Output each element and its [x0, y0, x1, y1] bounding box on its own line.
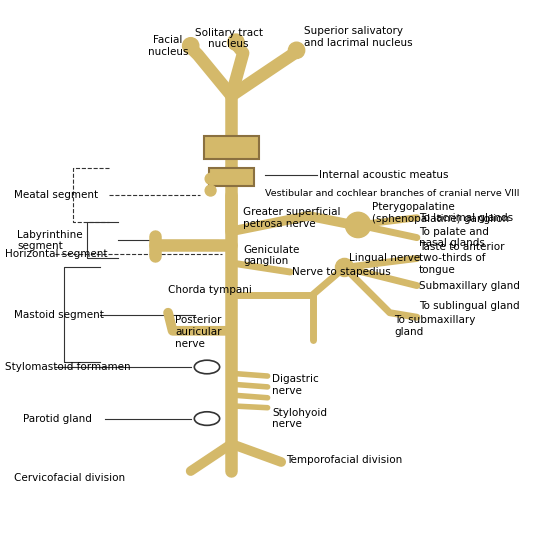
- Text: Meatal segment: Meatal segment: [14, 190, 99, 200]
- Text: Chorda tympani: Chorda tympani: [168, 285, 252, 295]
- Text: Mastoid segment: Mastoid segment: [14, 310, 104, 320]
- FancyBboxPatch shape: [204, 136, 259, 159]
- Circle shape: [205, 173, 216, 184]
- Text: To sublingual gland: To sublingual gland: [419, 301, 519, 311]
- Text: Horizontal segment: Horizontal segment: [5, 249, 107, 259]
- Text: Pterygopalatine
(sphenopalatine) ganglion: Pterygopalatine (sphenopalatine) ganglio…: [372, 203, 509, 224]
- Circle shape: [228, 34, 244, 50]
- Text: To lacrimal glands: To lacrimal glands: [419, 213, 513, 223]
- Text: Taste to anterior
two-thirds of
tongue: Taste to anterior two-thirds of tongue: [419, 242, 504, 275]
- Text: Digastric
nerve: Digastric nerve: [272, 374, 319, 396]
- Text: Vestibular and cochlear branches of cranial nerve VIII: Vestibular and cochlear branches of cran…: [265, 189, 520, 198]
- Text: Superior salivatory
and lacrimal nucleus: Superior salivatory and lacrimal nucleus: [304, 26, 412, 47]
- Text: To submaxillary
gland: To submaxillary gland: [394, 316, 476, 337]
- Text: Cervicofacial division: Cervicofacial division: [14, 473, 125, 483]
- Text: Nerve to stapedius: Nerve to stapedius: [292, 267, 391, 277]
- Text: Temporofacial division: Temporofacial division: [286, 455, 402, 465]
- Text: Internal acoustic meatus: Internal acoustic meatus: [319, 170, 449, 180]
- Text: Stylomastoid formamen: Stylomastoid formamen: [5, 362, 131, 372]
- Circle shape: [289, 42, 305, 59]
- Text: Facial
nucleus: Facial nucleus: [148, 35, 188, 56]
- Text: Greater superficial
petrosa nerve: Greater superficial petrosa nerve: [243, 207, 341, 229]
- Text: Stylohyoid
nerve: Stylohyoid nerve: [272, 408, 327, 429]
- Circle shape: [183, 38, 199, 54]
- Text: Solitary tract
nucleus: Solitary tract nucleus: [194, 28, 263, 50]
- Text: Posterior
auricular
nerve: Posterior auricular nerve: [175, 316, 222, 349]
- Text: Submaxillary gland: Submaxillary gland: [419, 281, 520, 292]
- Circle shape: [345, 212, 371, 238]
- Text: To palate and
nasal glands: To palate and nasal glands: [419, 227, 489, 248]
- Text: Lingual nerve: Lingual nerve: [349, 253, 420, 263]
- Text: Labyrinthine
segment: Labyrinthine segment: [17, 230, 83, 251]
- Circle shape: [336, 259, 353, 277]
- FancyBboxPatch shape: [209, 168, 254, 186]
- Text: Parotid gland: Parotid gland: [23, 414, 92, 424]
- Text: Geniculate
ganglion: Geniculate ganglion: [243, 245, 300, 266]
- Circle shape: [205, 185, 216, 196]
